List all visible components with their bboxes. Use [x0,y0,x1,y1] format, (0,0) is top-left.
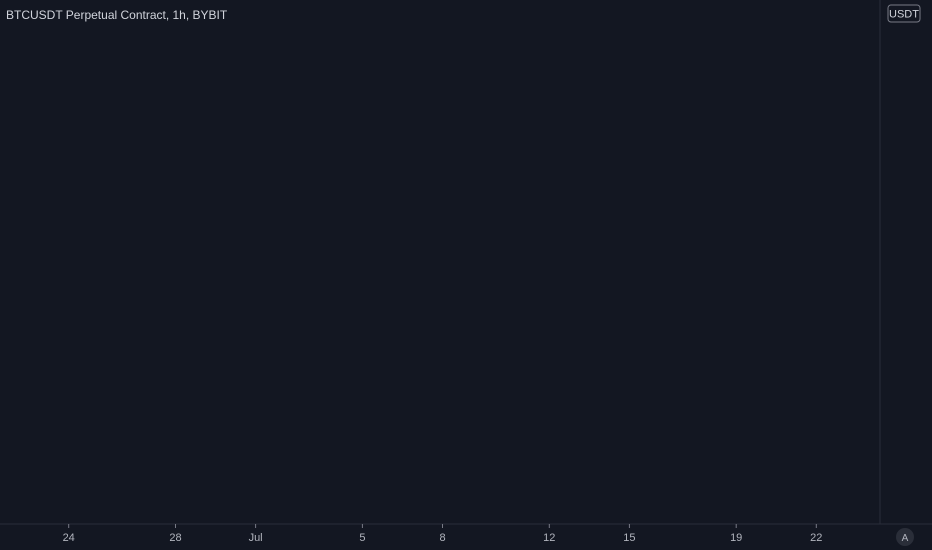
auto-scale-label: A [902,533,909,544]
time-tick-label: 15 [623,532,635,544]
time-tick-label: Jul [249,532,263,544]
auto-scale-button[interactable] [896,528,914,546]
time-tick-label: 24 [63,532,75,544]
scale-currency-label: USDT [889,9,919,21]
time-tick-label: 8 [439,532,445,544]
time-tick-label: 19 [730,532,742,544]
time-tick-label: 12 [543,532,555,544]
scale-currency-badge[interactable] [887,4,921,23]
time-axis[interactable]: 24 28 Jul 5 8 12 15 19 22 [63,524,823,544]
time-tick-label: 28 [169,532,181,544]
chart-title: BTCUSDT Perpetual Contract, 1h, BYBIT [6,8,228,22]
time-tick-label: 5 [359,532,365,544]
time-tick-label: 22 [810,532,822,544]
